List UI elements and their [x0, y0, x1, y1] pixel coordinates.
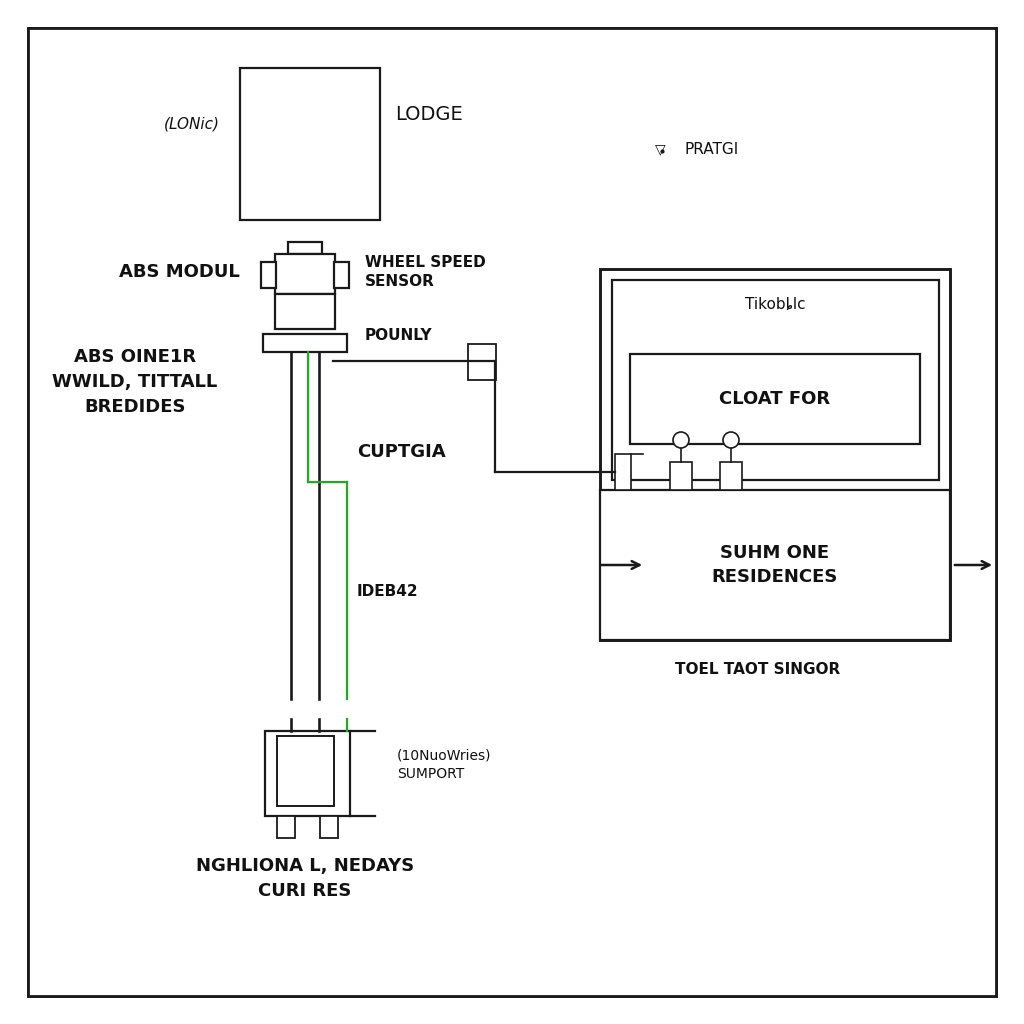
Bar — [615, 454, 631, 490]
Text: POUNLY: POUNLY — [365, 329, 432, 343]
Bar — [468, 344, 496, 380]
Text: ABS MODUL: ABS MODUL — [119, 263, 240, 281]
Text: (10NuoWries)
SUMPORT: (10NuoWries) SUMPORT — [397, 749, 492, 781]
Text: Tikobȴlc: Tikobȴlc — [745, 298, 806, 312]
Bar — [265, 731, 350, 816]
Text: CLOAT FOR: CLOAT FOR — [720, 390, 830, 408]
Bar — [670, 462, 692, 490]
Bar — [319, 816, 338, 838]
Text: LODGE: LODGE — [395, 104, 463, 124]
Text: (LONic): (LONic) — [164, 117, 220, 131]
Text: NGHLIONA L, NEDAYS
CURI RES: NGHLIONA L, NEDAYS CURI RES — [196, 857, 414, 900]
Text: ABS OINE1R
WWILD, TITTALL
BREDIDES: ABS OINE1R WWILD, TITTALL BREDIDES — [52, 348, 218, 416]
Text: WHEEL SPEED
SENSOR: WHEEL SPEED SENSOR — [365, 255, 485, 289]
Bar — [275, 294, 335, 329]
Bar — [600, 269, 950, 640]
Bar — [275, 254, 335, 294]
Circle shape — [673, 432, 689, 449]
Bar — [278, 736, 334, 806]
Text: PRATGI: PRATGI — [685, 141, 739, 157]
Bar — [263, 334, 347, 352]
Circle shape — [723, 432, 739, 449]
Text: IDEB42: IDEB42 — [357, 585, 419, 599]
Bar — [720, 462, 742, 490]
Text: CUPTGIA: CUPTGIA — [357, 443, 445, 461]
Bar — [612, 280, 939, 480]
Text: ▽: ▽ — [654, 142, 666, 156]
Bar — [278, 816, 295, 838]
Text: SUHM ONE
RESIDENCES: SUHM ONE RESIDENCES — [712, 544, 839, 587]
Bar — [630, 354, 920, 444]
Bar — [600, 490, 950, 640]
Bar — [261, 262, 276, 288]
Bar — [334, 262, 349, 288]
Text: TOEL TAOT SINGOR: TOEL TAOT SINGOR — [675, 663, 840, 678]
Bar — [288, 242, 322, 254]
Bar — [240, 68, 380, 220]
